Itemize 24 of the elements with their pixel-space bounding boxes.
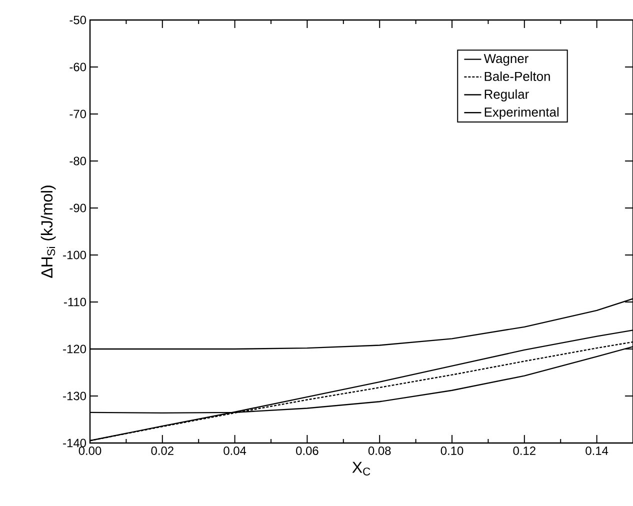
- y-tick-label: -130: [63, 392, 86, 400]
- x-tick-label: 0.04: [224, 446, 246, 455]
- x-tick-label: 0.10: [440, 446, 464, 455]
- legend-label: Bale-Pelton: [484, 71, 550, 81]
- x-tick-label: 0.00: [78, 446, 102, 455]
- y-tick-label: -80: [70, 156, 86, 166]
- legend-label: Regular: [484, 89, 529, 102]
- x-tick-label: 0.02: [151, 446, 174, 455]
- x-tick-label: 0.12: [513, 446, 536, 455]
- x-tick-label: 0.08: [368, 446, 391, 455]
- y-tick-label: -120: [63, 344, 86, 354]
- legend-label: Experimental: [484, 107, 559, 120]
- y-tick-label: -60: [70, 62, 86, 72]
- y-tick-label: -100: [63, 250, 86, 260]
- x-axis-title: X$_{C}$: [352, 462, 370, 476]
- y-tick-label: -50: [70, 16, 86, 24]
- y-tick-label: -90: [70, 204, 86, 212]
- x-tick-label: 0.06: [296, 446, 318, 455]
- y-axis-title: ΔH$_{Si}$ (kJ/mol): [40, 186, 56, 278]
- x-tick-label: 0.14: [586, 446, 608, 455]
- legend-label: Wagner: [484, 54, 528, 66]
- y-tick-label: -110: [64, 298, 86, 306]
- y-tick-label: -140: [63, 438, 86, 448]
- y-tick-label: -70: [70, 110, 86, 118]
